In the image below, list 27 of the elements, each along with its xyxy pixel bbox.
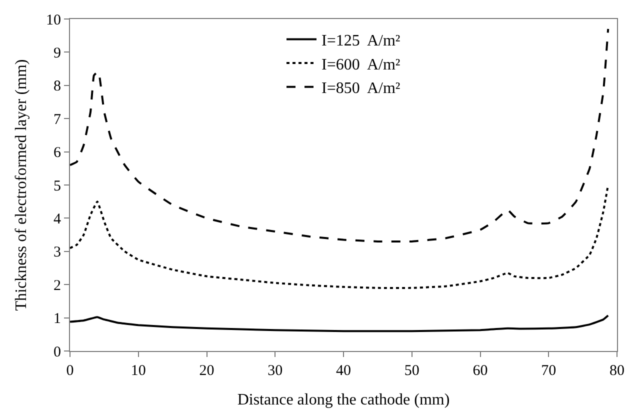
y-axis-title: Thickness of electroformed layer (mm) <box>12 59 30 311</box>
x-tick-label: 0 <box>66 363 74 379</box>
x-tick-label: 70 <box>541 363 556 379</box>
y-tick-label: 8 <box>54 78 61 95</box>
y-tick-label: 0 <box>54 344 61 360</box>
x-tick-label: 40 <box>336 363 351 379</box>
legend-label: I=125 A/m² <box>322 32 400 50</box>
y-tick-label: 3 <box>54 244 61 261</box>
y-tick-label: 10 <box>46 12 61 28</box>
x-tick-label: 30 <box>268 363 283 379</box>
legend-label: I=850 A/m² <box>322 80 400 98</box>
x-tick-label: 10 <box>130 363 146 379</box>
y-tick-label: 2 <box>54 278 61 294</box>
y-tick-label: 9 <box>54 45 61 62</box>
legend-label: I=600 A/m² <box>322 56 400 74</box>
y-tick-label: 4 <box>54 211 62 228</box>
x-tick-label: 80 <box>610 363 624 379</box>
x-tick-label: 50 <box>404 363 420 379</box>
y-tick-label: 5 <box>54 178 61 194</box>
x-axis-title: Distance along the cathode (mm) <box>237 392 450 409</box>
line-series <box>70 314 610 332</box>
y-tick-label: 1 <box>54 311 61 328</box>
y-tick-label: 7 <box>54 112 62 128</box>
y-tick-label: 6 <box>54 145 62 162</box>
line-series <box>70 28 610 243</box>
x-tick-label: 20 <box>199 363 214 379</box>
x-tick-label: 60 <box>472 363 488 379</box>
